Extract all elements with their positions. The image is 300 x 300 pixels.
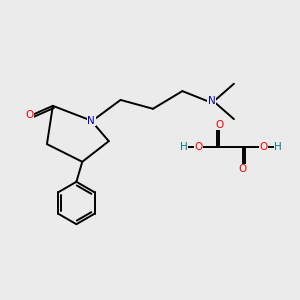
Text: H: H (274, 142, 282, 152)
Text: O: O (25, 110, 33, 120)
Text: H: H (180, 142, 188, 152)
Text: N: N (208, 96, 216, 106)
Text: N: N (87, 116, 95, 126)
Text: O: O (215, 120, 223, 130)
Text: O: O (259, 142, 268, 152)
Text: O: O (238, 164, 247, 174)
Text: O: O (194, 142, 203, 152)
